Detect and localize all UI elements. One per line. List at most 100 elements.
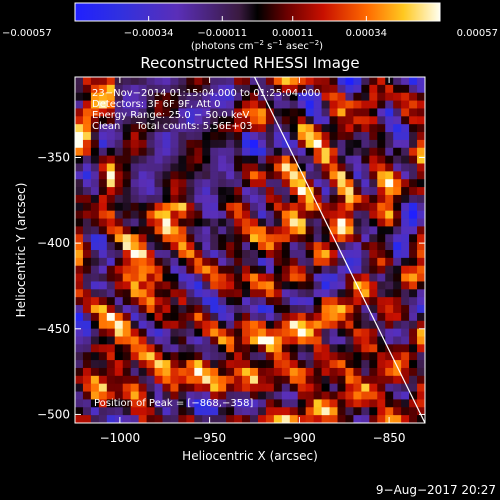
heatmap-cell: [281, 265, 291, 274]
heatmap-cell: [417, 132, 425, 141]
heatmap-cell: [210, 139, 219, 149]
heatmap-cell: [90, 171, 100, 180]
heatmap-cell: [170, 179, 179, 188]
footer-timestamp: 9−Aug−2017 20:27: [376, 483, 496, 497]
heatmap-cell: [106, 312, 116, 322]
heatmap-cell: [329, 171, 338, 180]
heatmap-cell: [337, 202, 346, 212]
heatmap-cell: [281, 210, 291, 219]
heatmap-cell: [202, 147, 211, 157]
heatmap-cell: [82, 77, 92, 86]
heatmap-cell: [409, 415, 418, 423]
heatmap-cell: [297, 281, 307, 290]
heatmap-cell: [289, 84, 299, 94]
heatmap-cell: [90, 265, 100, 274]
heatmap-cell: [130, 92, 140, 101]
heatmap-cell: [305, 155, 315, 164]
heatmap-cell: [90, 360, 100, 369]
heatmap-cell: [114, 84, 124, 94]
heatmap-cell: [281, 312, 291, 322]
heatmap-cell: [361, 147, 370, 157]
heatmap-cell: [146, 108, 155, 117]
heatmap-cell: [265, 367, 275, 377]
heatmap-cell: [377, 383, 386, 392]
heatmap-cell: [385, 312, 394, 322]
heatmap-cell: [313, 289, 322, 298]
heatmap-cell: [305, 77, 315, 86]
heatmap-cell: [257, 407, 267, 416]
heatmap-cell: [273, 226, 283, 235]
heatmap-cell: [353, 179, 362, 188]
heatmap-cell: [202, 265, 211, 274]
heatmap-cell: [170, 194, 179, 204]
heatmap-cell: [345, 367, 354, 377]
heatmap-cell: [114, 336, 124, 345]
heatmap-cell: [75, 84, 84, 94]
heatmap-cell: [250, 273, 259, 282]
heatmap-cell: [265, 273, 275, 282]
heatmap-cell: [385, 179, 394, 188]
heatmap-cell: [242, 155, 251, 164]
heatmap-cell: [114, 147, 124, 157]
heatmap-cell: [265, 305, 275, 314]
heatmap-cell: [218, 415, 227, 423]
heatmap-cell: [122, 155, 132, 164]
heatmap-cell: [369, 108, 378, 117]
heatmap-cell: [377, 116, 386, 125]
heatmap-cell: [345, 375, 354, 385]
heatmap-cell: [90, 407, 100, 416]
heatmap-cell: [417, 194, 425, 204]
heatmap-cell: [210, 383, 219, 392]
heatmap-cell: [281, 273, 291, 282]
heatmap-cell: [385, 194, 394, 204]
heatmap-cell: [154, 234, 163, 243]
heatmap-cell: [369, 352, 378, 361]
heatmap-cell: [401, 116, 410, 125]
heatmap-cell: [170, 124, 179, 133]
heatmap-cell: [154, 367, 163, 377]
heatmap-cell: [369, 328, 378, 337]
heatmap-cell: [393, 147, 402, 157]
heatmap-cell: [329, 344, 338, 353]
heatmap-cell: [297, 210, 307, 219]
heatmap-cell: [401, 328, 410, 337]
heatmap-cell: [377, 320, 386, 330]
heatmap-cell: [162, 328, 171, 337]
heatmap-cell: [146, 312, 155, 322]
heatmap-cell: [194, 84, 203, 94]
heatmap-cell: [289, 344, 299, 353]
heatmap-cell: [313, 297, 322, 306]
heatmap-cell: [138, 415, 147, 423]
heatmap-cell: [257, 297, 267, 306]
heatmap-cell: [257, 289, 267, 298]
heatmap-cell: [75, 320, 84, 330]
heatmap-cell: [194, 375, 203, 385]
heatmap-cell: [106, 147, 116, 157]
heatmap-cell: [130, 218, 140, 227]
heatmap-cell: [226, 226, 235, 235]
heatmap-cell: [82, 147, 92, 157]
heatmap-cell: [242, 257, 251, 267]
heatmap-cell: [361, 179, 370, 188]
heatmap-cell: [385, 147, 394, 157]
heatmap-cell: [218, 218, 227, 227]
heatmap-cell: [122, 147, 132, 157]
heatmap-cell: [114, 139, 124, 149]
heatmap-cell: [98, 202, 108, 212]
heatmap-cell: [226, 179, 235, 188]
heatmap-cell: [417, 242, 425, 251]
heatmap-cell: [273, 289, 283, 298]
heatmap-cell: [154, 352, 163, 361]
heatmap-cell: [297, 399, 307, 408]
heatmap-cell: [194, 265, 203, 274]
heatmap-cell: [146, 226, 155, 235]
heatmap-cell: [345, 336, 354, 345]
heatmap-cell: [114, 179, 124, 188]
heatmap-cell: [138, 367, 147, 377]
heatmap-cell: [313, 234, 322, 243]
heatmap-cell: [162, 320, 171, 330]
heatmap-cell: [202, 234, 211, 243]
heatmap-cell: [369, 273, 378, 282]
heatmap-cell: [75, 234, 84, 243]
heatmap-cell: [218, 210, 227, 219]
